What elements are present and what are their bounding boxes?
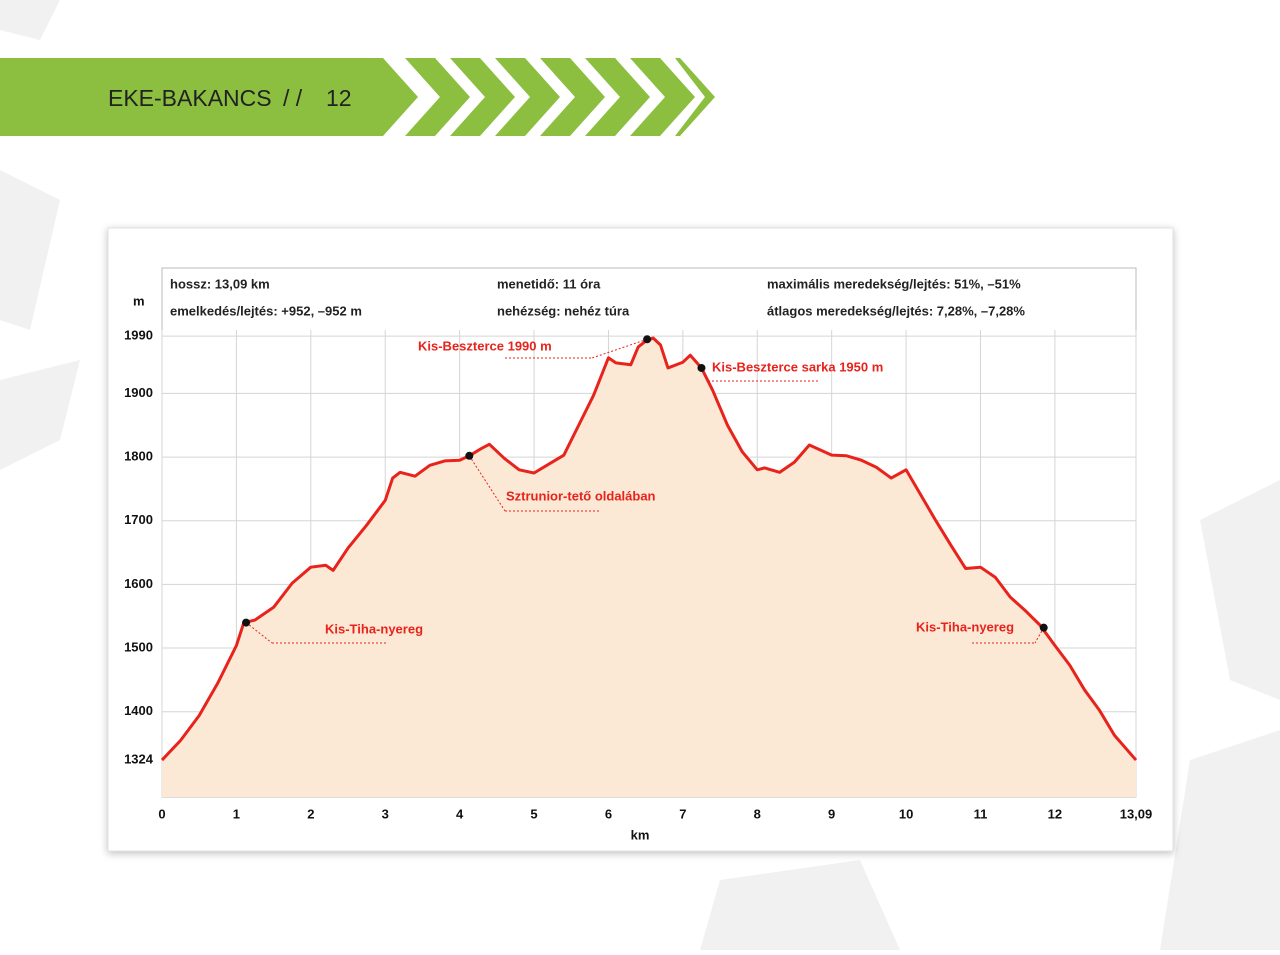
x-tick-label: 13,09 [1120, 806, 1153, 821]
stat-text: nehézség: nehéz túra [497, 303, 630, 318]
stat-text: emelkedés/lejtés: +952, –952 m [170, 303, 362, 318]
x-tick-label: 12 [1048, 806, 1062, 821]
y-tick-label: 1900 [124, 385, 153, 400]
y-tick-label: 1990 [124, 328, 153, 343]
annotation-point [1039, 623, 1048, 632]
x-tick-label: 0 [158, 806, 165, 821]
stat-text: maximális meredekség/lejtés: 51%, –51% [767, 276, 1021, 291]
x-tick-label: 1 [233, 806, 240, 821]
stat-text: átlagos meredekség/lejtés: 7,28%, –7,28% [767, 303, 1025, 318]
annotation-leader [468, 455, 600, 512]
header-brand: EKE-BAKANCS [108, 85, 272, 111]
annotation-point [697, 363, 706, 372]
annotation-leader [701, 367, 818, 382]
x-tick-label: 6 [605, 806, 612, 821]
annotation-label: Kis-Beszterce sarka 1950 m [712, 359, 883, 374]
y-axis-label: m [133, 293, 145, 308]
annotation-point [465, 451, 474, 460]
plot: 0 1 2 3 4 5 6 7 8 9 10 11 12 13,091324140015001600170… [124, 267, 1153, 842]
stat-text: menetidő: 11 óra [497, 276, 601, 291]
x-tick-label: 11 [974, 806, 988, 821]
annotation-label: Sztrunior-tető oldalában [506, 488, 656, 503]
header-page: 12 [326, 85, 352, 111]
annotation-leader [505, 338, 648, 359]
x-tick-label: 4 [456, 806, 464, 821]
annotation-point [643, 335, 652, 344]
annotation-leader [972, 627, 1045, 644]
annotation-point [242, 618, 251, 627]
x-tick-label: 9 [828, 806, 835, 821]
y-tick-label: 1500 [124, 639, 153, 654]
header-separator: / / [283, 85, 303, 111]
x-tick-label: 3 [382, 806, 389, 821]
x-tick-label: 5 [530, 806, 537, 821]
header-banner: EKE-BAKANCS / / 12 [0, 58, 715, 136]
area-fill [162, 338, 1136, 797]
x-tick-label: 10 [899, 806, 913, 821]
y-tick-label: 1400 [124, 703, 153, 718]
annotation-label: Kis-Tiha-nyereg [916, 619, 1014, 634]
x-tick-label: 7 [679, 806, 686, 821]
annotation-leader [245, 622, 387, 644]
y-tick-label: 1324 [124, 752, 154, 767]
x-tick-label: 8 [754, 806, 761, 821]
x-tick-label: 2 [307, 806, 314, 821]
x-axis-label: km [631, 827, 650, 842]
y-tick-label: 1700 [124, 512, 153, 527]
annotation-label: Kis-Beszterce 1990 m [418, 338, 552, 353]
annotation-label: Kis-Tiha-nyereg [325, 621, 423, 636]
y-tick-label: 1600 [124, 576, 153, 591]
y-tick-label: 1800 [124, 449, 153, 464]
stat-text: hossz: 13,09 km [170, 276, 270, 291]
